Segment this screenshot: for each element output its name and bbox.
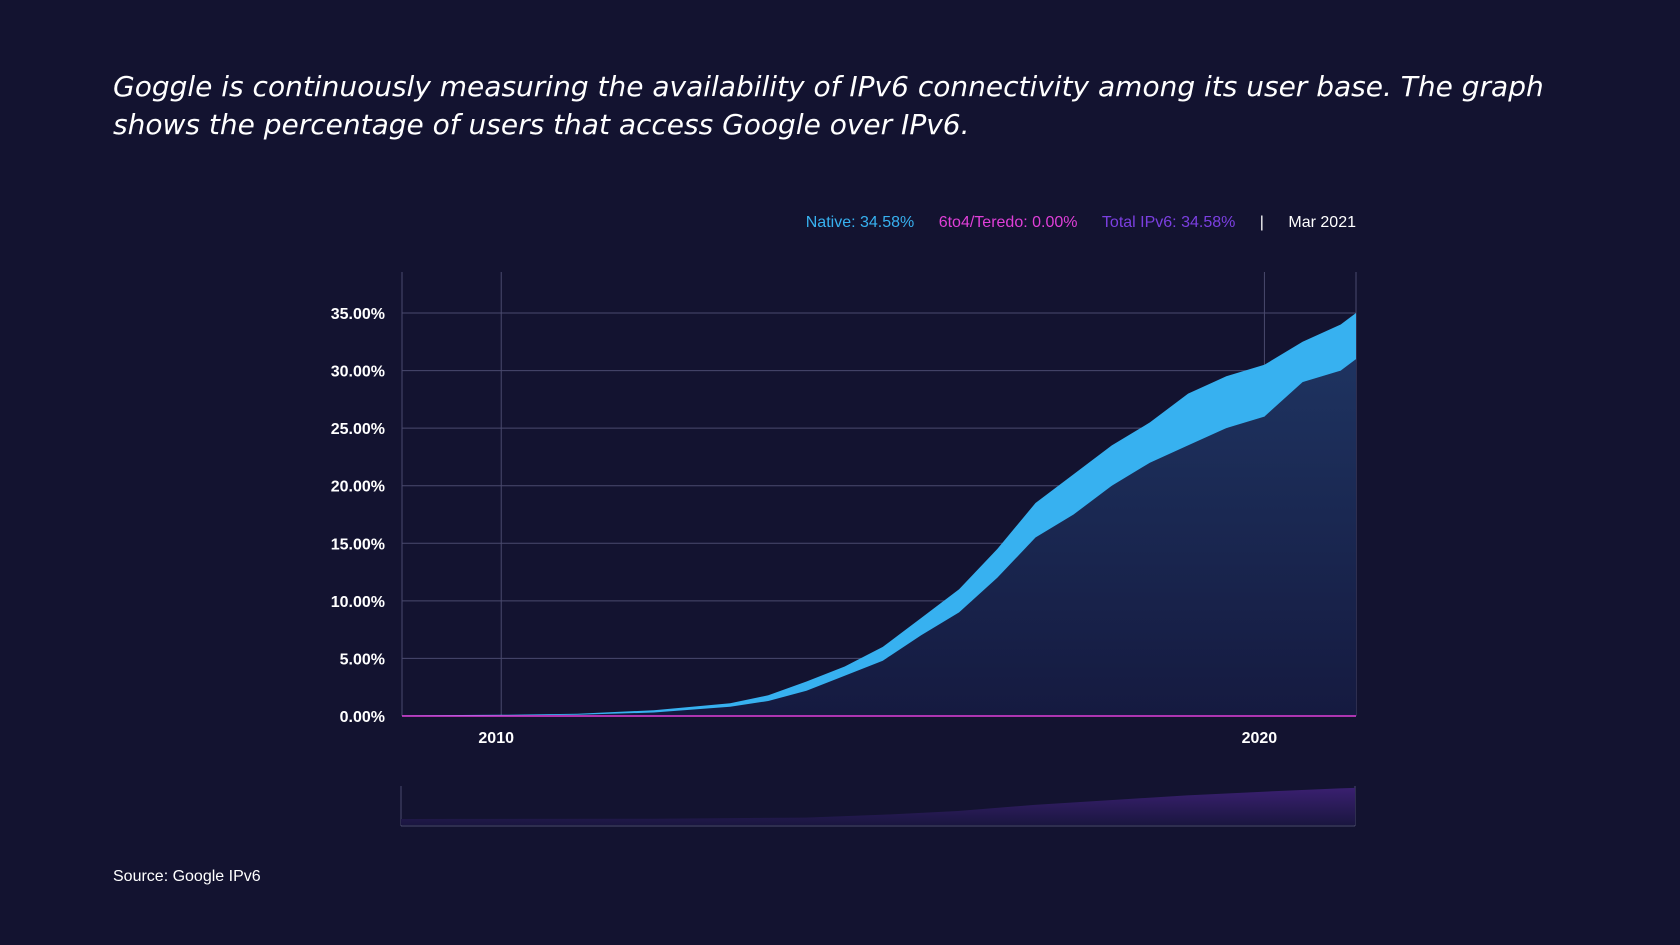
- overview-area-fill: [401, 787, 1355, 825]
- x-tick-label: 2010: [478, 730, 514, 747]
- chart-legend: Native: 34.58% 6to4/Teredo: 0.00% Total …: [786, 214, 1356, 232]
- y-tick-label: 25.00%: [331, 421, 385, 438]
- y-tick-label: 10.00%: [331, 594, 385, 611]
- chart-marks: [402, 313, 1356, 717]
- legend-native: Native: 34.58%: [805, 214, 915, 231]
- y-tick-label: 0.00%: [340, 709, 385, 726]
- source-note: Source: Google IPv6: [113, 868, 261, 885]
- y-tick-label: 20.00%: [331, 479, 385, 496]
- y-tick-label: 30.00%: [331, 364, 385, 381]
- native-area-fill: [402, 359, 1356, 716]
- y-tick-label: 5.00%: [340, 651, 385, 668]
- legend-6to4: 6to4/Teredo: 0.00%: [938, 214, 1078, 231]
- legend-separator: |: [1259, 214, 1264, 231]
- y-tick-label: 35.00%: [331, 306, 385, 323]
- grid-lines: [401, 272, 1357, 716]
- tick-labels: 0.00% 5.00% 10.00% 15.00% 20.00% 25.00% 30.00%…: [331, 306, 1278, 747]
- x-tick-label: 2020: [1242, 730, 1278, 747]
- legend-total: Total IPv6: 34.58%: [1101, 214, 1236, 231]
- overview-navigator[interactable]: [401, 786, 1356, 827]
- intro-text: Goggle is continuously measuring the ava…: [113, 70, 1544, 141]
- legend-date: Mar 2021: [1288, 214, 1356, 231]
- y-tick-label: 15.00%: [331, 536, 385, 553]
